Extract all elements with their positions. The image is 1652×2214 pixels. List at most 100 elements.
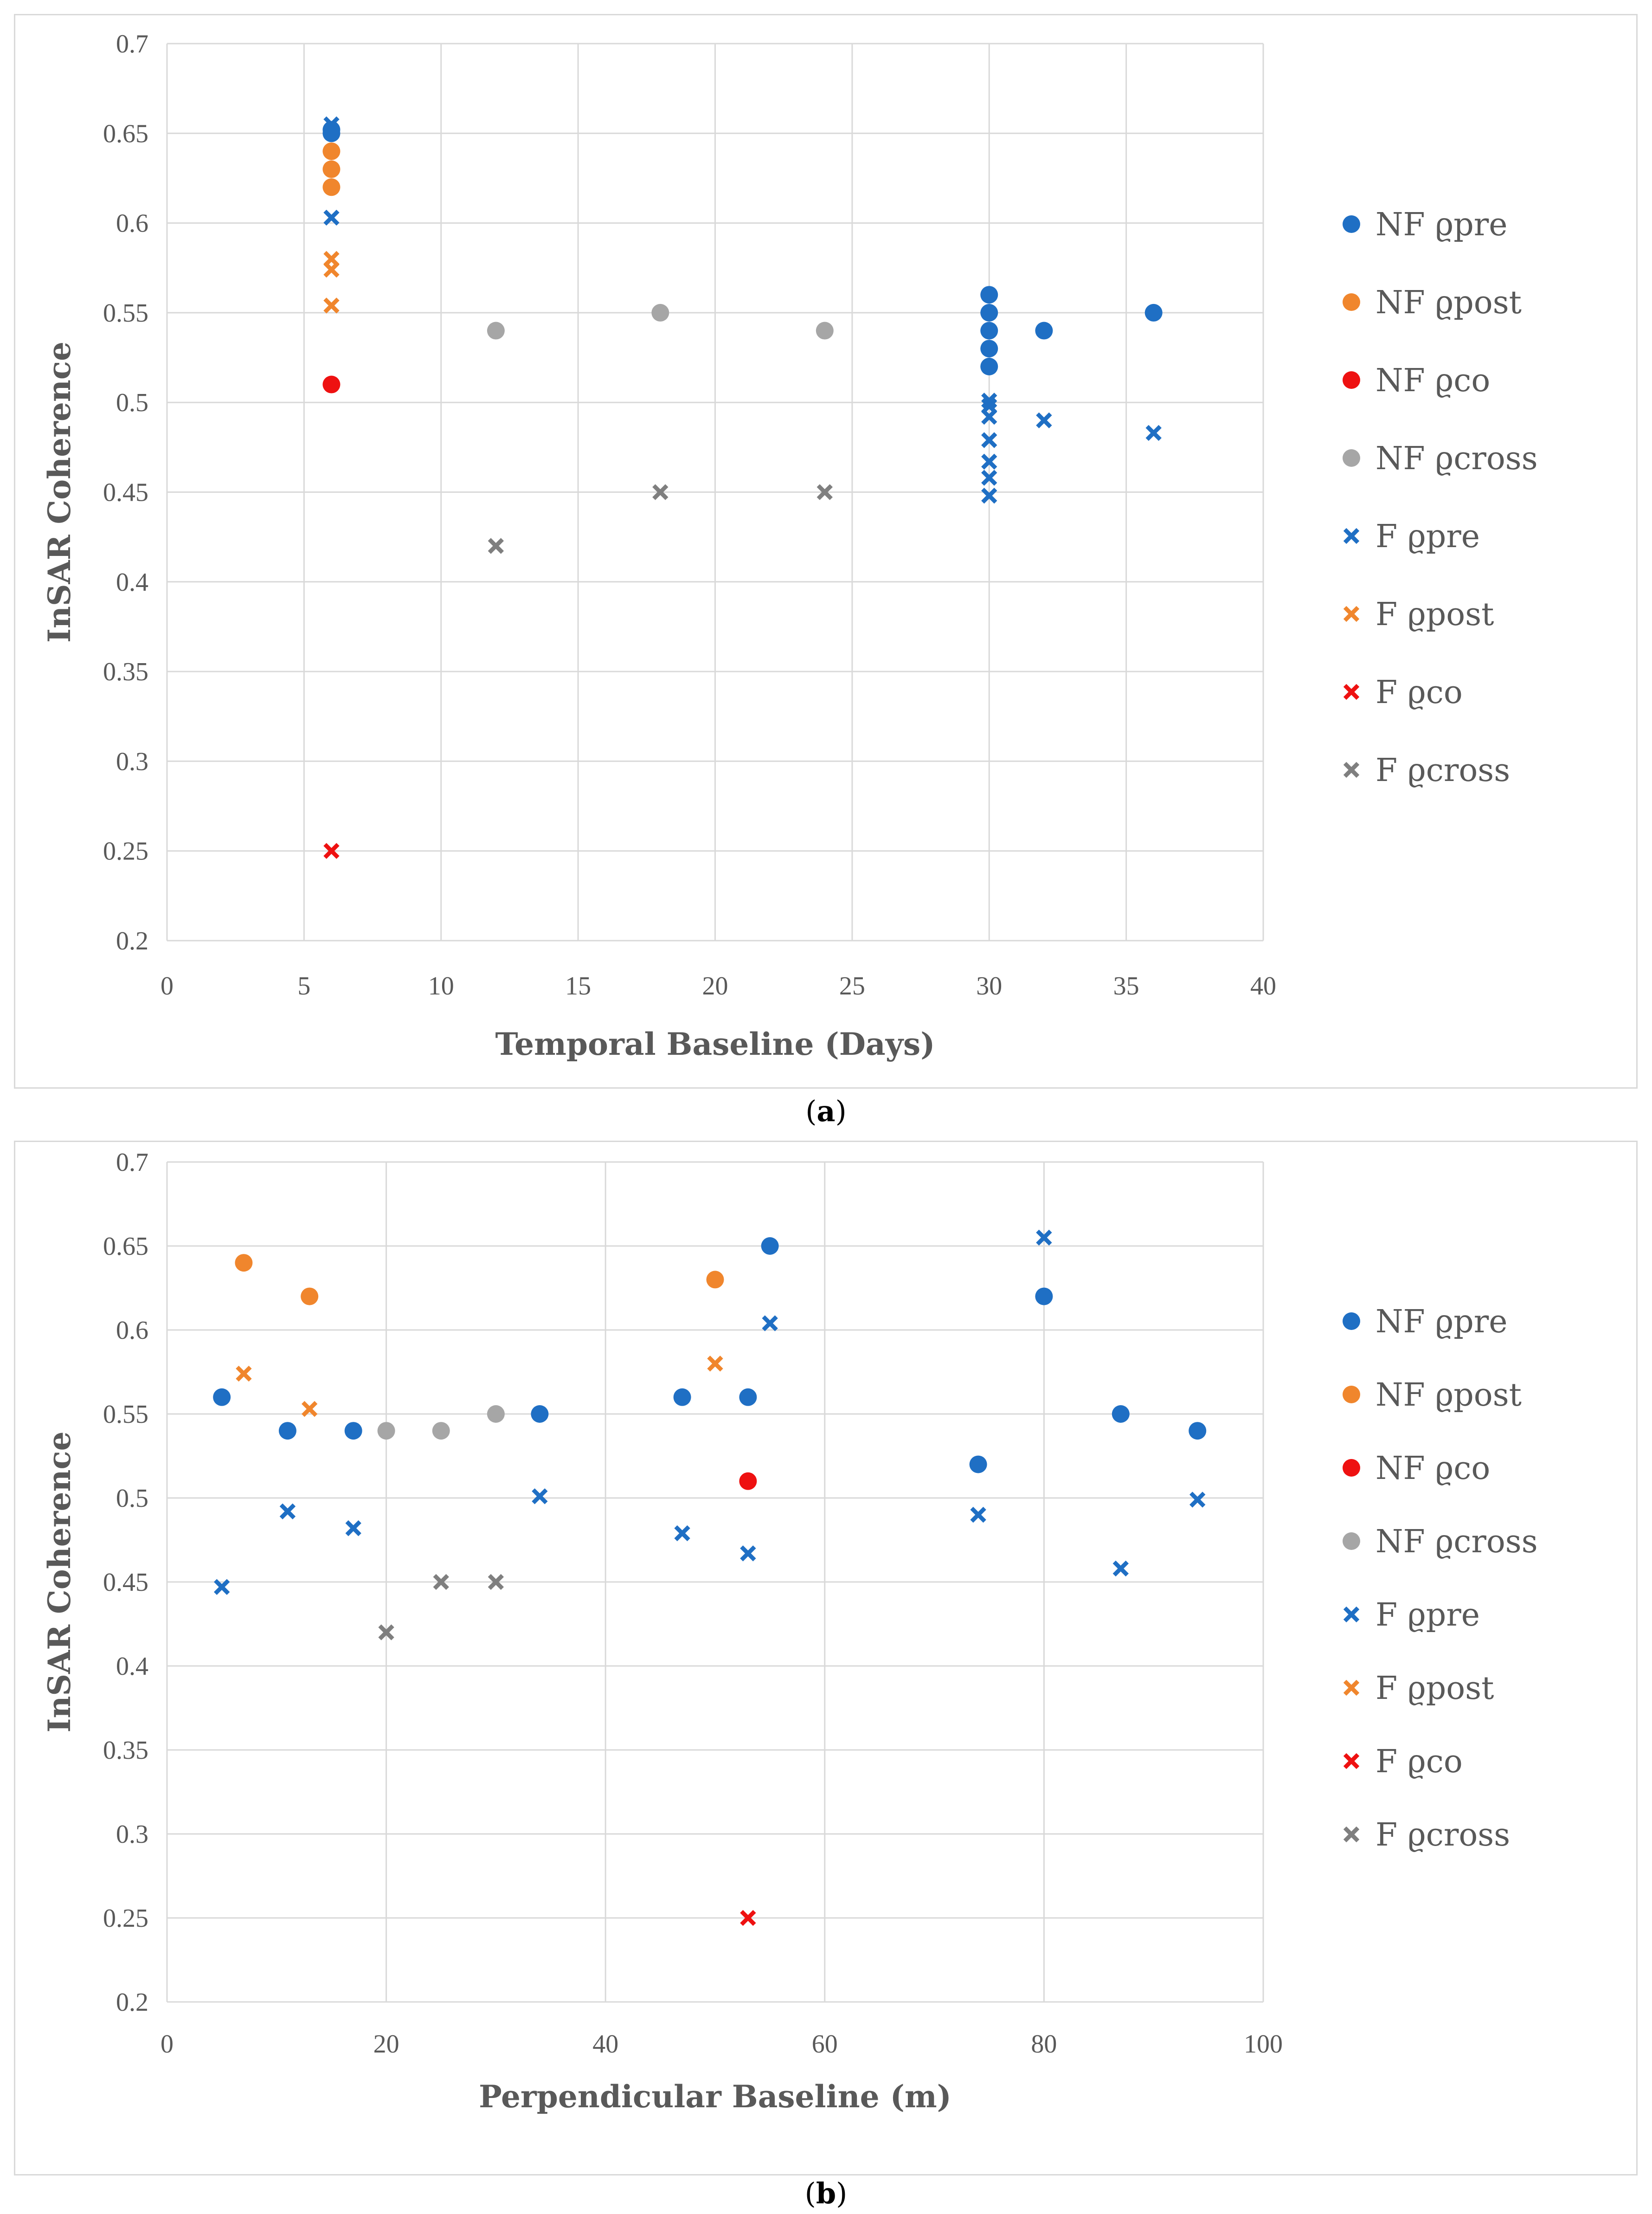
data-point [1036,412,1052,429]
legend-marker [1343,1826,1360,1843]
legend: NF ϱpre NF ϱpost NF ϱco NF ϱcross F ϱpre F ϱp… [1343,1304,1538,1853]
data-point [236,1365,252,1382]
y-tick-label: 0.65 [103,1232,148,1261]
x-tick-label: 30 [976,972,1002,1000]
y-tick-label: 0.6 [116,209,148,238]
series-1 [235,1254,724,1305]
data-point [652,484,669,500]
data-point [323,116,340,133]
data-point [302,1401,318,1417]
data-point [1036,1229,1052,1246]
y-tick-label: 0.2 [116,927,148,955]
legend-marker [1343,371,1360,389]
legend-label: NF ϱpost [1376,284,1522,321]
legend-label: NF ϱcross [1376,440,1538,477]
data-point [674,1525,690,1542]
legend-marker [1343,215,1360,233]
legend-marker [1343,684,1360,700]
series-4 [323,116,1162,504]
legend-label: F ϱpre [1376,1597,1480,1633]
legend-label: F ϱco [1376,1743,1463,1780]
data-point [816,322,834,340]
series-5 [323,251,340,314]
legend-label: F ϱcross [1376,752,1510,789]
x-tick-label: 20 [702,972,728,1000]
x-tick-label: 5 [297,972,310,1000]
legend-label: NF ϱco [1376,1450,1490,1487]
legend-label: F ϱpost [1376,1670,1494,1707]
data-point [1112,1405,1130,1423]
scatter-chart-a: 0.2 0.25 0.3 0.35 0.4 0.45 0.5 0.55 0.6 0.65 0.7 0 5… [41,30,1538,1062]
legend-marker [1343,293,1360,311]
data-point [323,843,340,859]
legend-marker [1343,1459,1360,1477]
y-tick-label: 0.2 [116,1988,148,2017]
gridlines [166,1161,1264,2003]
y-tick-label: 0.35 [103,658,148,686]
legend-marker [1343,1679,1360,1696]
y-tick-label: 0.7 [116,1148,148,1177]
data-point [981,453,997,470]
data-point [651,303,669,322]
x-tick-label: 60 [812,2030,838,2059]
data-point [980,322,998,340]
data-point [378,1624,394,1640]
data-point [970,1507,986,1523]
data-point [1144,303,1163,322]
y-tick-label: 0.25 [103,1904,148,1933]
data-point [980,286,998,304]
series-7 [488,484,833,554]
x-tick-label: 40 [592,2030,618,2059]
series-3 [377,1405,505,1440]
legend-label: NF ϱco [1376,362,1490,399]
data-point [531,1405,549,1423]
y-tick-label: 0.5 [116,388,148,417]
data-point [1145,425,1162,441]
y-tick-label: 0.35 [103,1736,148,1765]
x-tick-label: 0 [161,972,174,1000]
data-point [761,1237,779,1255]
data-point [1035,322,1053,340]
data-point [981,488,997,504]
data-point [981,470,997,486]
legend-label: NF ϱpre [1376,1304,1508,1340]
series-2 [739,1472,757,1490]
legend-label: NF ϱpre [1376,207,1508,243]
data-point [1189,1491,1206,1508]
y-tick-label: 0.25 [103,837,148,866]
legend-marker [1343,606,1360,622]
legend-label: NF ϱcross [1376,1523,1538,1560]
legend-marker [1343,1532,1360,1550]
scatter-chart-b: 0.2 0.25 0.3 0.35 0.4 0.45 0.5 0.55 0.6 0.65 0.7 0 2… [41,1148,1538,2115]
x-tick-label: 80 [1031,2030,1057,2059]
data-point [740,1545,756,1562]
data-point [323,209,340,226]
y-tick-label: 0.65 [103,119,148,148]
data-point [345,1520,361,1536]
x-tick-label: 15 [565,972,591,1000]
x-tick-label: 40 [1250,972,1276,1000]
y-tick-label: 0.45 [103,1568,148,1597]
y-tick-label: 0.55 [103,1400,148,1429]
y-tick-label: 0.4 [116,568,148,597]
legend-label: F ϱpost [1376,596,1494,633]
data-point [980,340,998,358]
data-point [1035,1287,1053,1305]
legend-marker [1343,1753,1360,1769]
data-point [980,357,998,375]
y-tick-label: 0.4 [116,1652,148,1681]
y-tick-label: 0.3 [116,1820,148,1849]
data-point [278,1422,296,1440]
x-tick-label: 35 [1113,972,1139,1000]
data-point [322,121,341,139]
data-point [532,1488,548,1504]
data-point [377,1422,395,1440]
y-axis-title: InSAR Coherence [41,1431,77,1732]
legend-marker [1343,1312,1360,1330]
data-point [981,432,997,448]
data-point [279,1503,296,1520]
data-point [816,484,833,500]
data-point [301,1287,319,1305]
series-2 [322,375,341,394]
legend-label: F ϱco [1376,674,1463,711]
